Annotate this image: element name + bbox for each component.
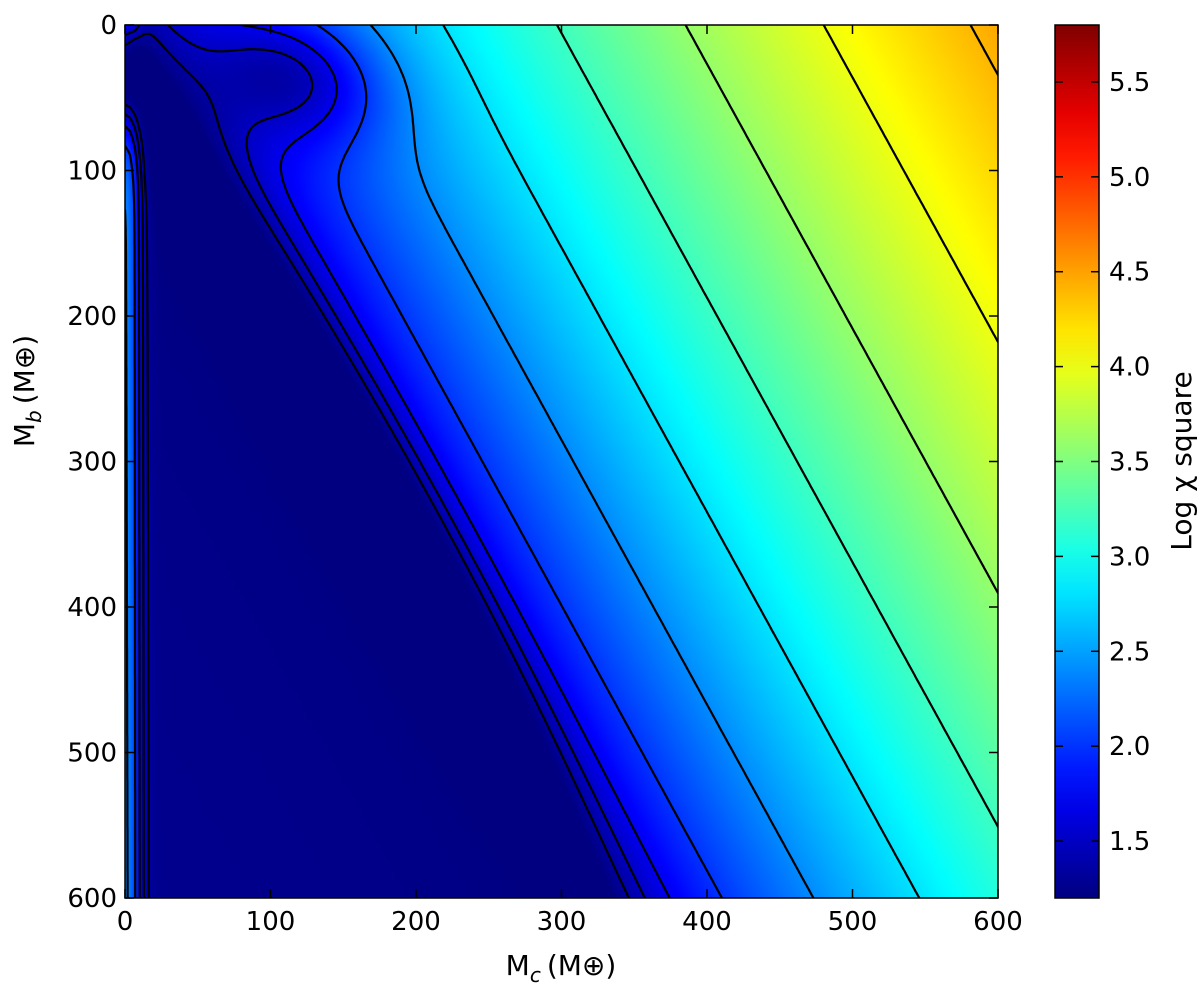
colorbar-label: Log χ square	[1165, 371, 1198, 550]
colorbar-tick-label: 3.5	[1109, 448, 1150, 478]
contour-line-3.6	[684, 25, 998, 595]
contour-line-2.8	[442, 25, 921, 898]
y-tick-label: 400	[67, 593, 117, 623]
colorbar-tick-label: 2.5	[1109, 637, 1150, 667]
contour-line-2.4	[125, 25, 815, 898]
contour-line-1.5	[125, 25, 646, 898]
colorbar-tick-label: 4.5	[1109, 258, 1150, 288]
x-tick-label: 200	[391, 907, 441, 937]
colorbar-tick-label: 3.0	[1109, 542, 1150, 572]
colorbar-tick-label: 5.5	[1109, 68, 1150, 98]
colorbar-tick-label: 5.0	[1109, 163, 1150, 193]
y-tick-label: 600	[67, 884, 117, 914]
y-tick-label: 200	[67, 302, 117, 332]
colorbar-ticks: 1.5 2.0 2.5 3.0 3.5 4.0 4.5 5.0 5.5	[1055, 68, 1150, 857]
y-tick-label: 0	[100, 11, 117, 41]
contour-line-3.2	[555, 25, 998, 828]
contour-line-4	[822, 25, 998, 344]
y-tick-label: 500	[67, 739, 117, 769]
colorbar-tick-label: 2.0	[1109, 732, 1150, 762]
x-tick-label: 600	[973, 907, 1023, 937]
x-tick-label: 0	[117, 907, 134, 937]
x-tick-label: 500	[828, 907, 878, 937]
heatmap-image	[125, 25, 998, 898]
y-tick-label: 300	[67, 448, 117, 478]
contour-line-1.35	[125, 32, 630, 898]
y-axis: 0 100 200 300 400 500 600	[67, 11, 998, 914]
y-axis-label: Mb(M⊕)	[8, 335, 46, 447]
x-tick-label: 100	[246, 907, 296, 937]
colorbar-tick-label: 1.5	[1109, 827, 1150, 857]
x-tick-label: 300	[537, 907, 587, 937]
x-axis: 0 100 200 300 400 500 600	[117, 25, 1023, 937]
x-tick-label: 400	[682, 907, 732, 937]
x-axis-label: Mc (M⊕)	[506, 949, 617, 987]
contour-lines	[125, 25, 998, 898]
y-tick-label: 100	[67, 157, 117, 187]
heatmap	[125, 25, 998, 898]
colorbar-tick-label: 4.0	[1109, 353, 1150, 383]
contour-line-4.4	[969, 25, 998, 77]
